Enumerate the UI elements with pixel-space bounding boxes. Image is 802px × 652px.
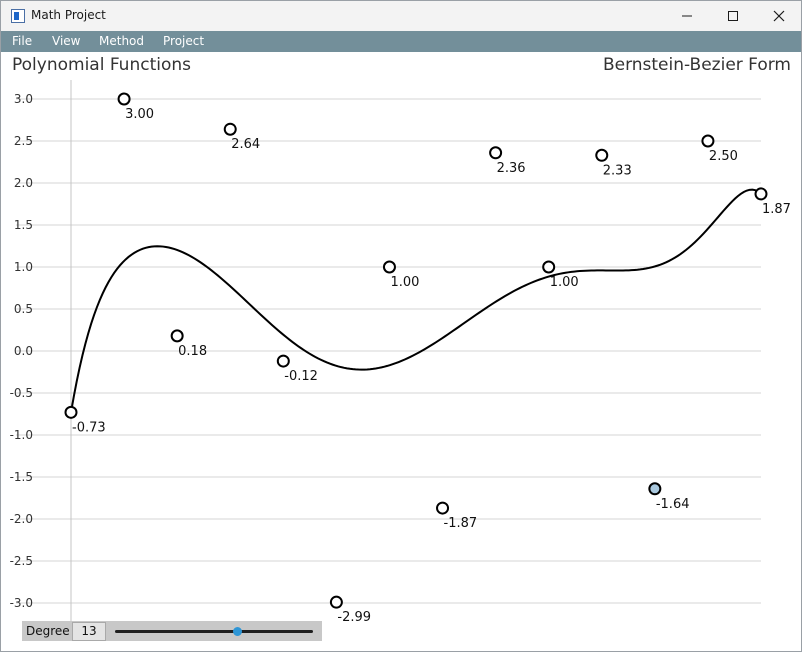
control-point[interactable] — [117, 92, 131, 106]
y-tick-label: 1.0 — [14, 260, 33, 274]
control-point-label: 1.00 — [390, 275, 419, 290]
control-point-label: 3.00 — [125, 107, 154, 122]
close-button[interactable] — [756, 1, 801, 31]
control-point[interactable] — [542, 260, 556, 274]
title-bar[interactable]: Math Project — [1, 1, 801, 31]
maximize-icon — [728, 11, 738, 21]
heading-polynomial-functions: Polynomial Functions — [12, 55, 191, 75]
degree-control: Degree 13 — [22, 621, 322, 641]
control-point-label: -0.73 — [72, 420, 106, 435]
control-points[interactable]: -0.73 3.00 0.18 2.64 -0.12 -2.99 1.00 -1.87 2.36… — [64, 92, 791, 623]
control-point-label: 2.64 — [231, 137, 260, 152]
maximize-button[interactable] — [710, 1, 756, 31]
degree-slider-track[interactable] — [115, 630, 313, 633]
control-point-label: -0.12 — [284, 369, 318, 384]
control-point[interactable] — [223, 122, 237, 136]
y-tick-label: 1.5 — [14, 218, 33, 232]
y-tick-label: 0.5 — [14, 302, 33, 316]
window-title: Math Project — [31, 8, 106, 22]
y-tick-label: 0.0 — [14, 344, 33, 358]
y-tick-label: 2.5 — [14, 134, 33, 148]
menu-method[interactable]: Method — [99, 34, 145, 48]
minimize-button[interactable] — [664, 1, 710, 31]
control-point[interactable] — [489, 146, 503, 160]
control-point[interactable] — [701, 134, 715, 148]
control-point[interactable] — [64, 405, 78, 419]
close-icon — [773, 10, 785, 22]
control-point-label: 1.00 — [550, 275, 579, 290]
control-point-label: 1.87 — [762, 202, 791, 217]
y-tick-label: -0.5 — [10, 386, 33, 400]
control-point[interactable] — [170, 329, 184, 343]
control-point[interactable] — [436, 501, 450, 515]
degree-slider-thumb[interactable] — [233, 627, 243, 636]
control-point-label: -1.87 — [444, 516, 478, 531]
bezier-plot[interactable]: 3.0 2.5 2.0 1.5 1.0 0.5 0.0 -0.5 -1.0 -1.5 -2.0 -2.… — [1, 52, 801, 622]
control-point-label: 2.50 — [709, 149, 738, 164]
y-tick-label: -2.0 — [10, 512, 33, 526]
y-tick-label: -1.5 — [10, 470, 33, 484]
app-icon — [11, 9, 25, 23]
control-point-label: 2.33 — [603, 163, 632, 178]
menu-project[interactable]: Project — [163, 34, 205, 48]
y-tick-label: -1.0 — [10, 428, 33, 442]
y-tick-label: 2.0 — [14, 176, 33, 190]
control-point[interactable] — [754, 187, 768, 201]
control-point-label: 2.36 — [497, 161, 526, 176]
bezier-curve — [70, 188, 762, 413]
control-point-label: -2.99 — [337, 610, 371, 622]
control-point-label: 0.18 — [178, 344, 207, 359]
y-tick-label: 3.0 — [14, 92, 33, 106]
y-tick-label: -3.0 — [10, 596, 33, 610]
control-point[interactable] — [595, 148, 609, 162]
y-tick-label: -2.5 — [10, 554, 33, 568]
grid-lines — [16, 98, 761, 604]
menu-file[interactable]: File — [12, 34, 33, 48]
menu-view[interactable]: View — [52, 34, 81, 48]
menu-bar: File View Method Project — [1, 31, 801, 52]
control-point[interactable] — [276, 354, 290, 368]
control-point-label: -1.64 — [656, 497, 690, 512]
control-point-selected[interactable] — [648, 482, 662, 496]
degree-value-field[interactable]: 13 — [72, 622, 106, 641]
minimize-icon — [682, 15, 692, 17]
control-point[interactable] — [329, 595, 343, 609]
degree-label: Degree — [26, 624, 70, 638]
y-tick-labels: 3.0 2.5 2.0 1.5 1.0 0.5 0.0 -0.5 -1.0 -1.5 -2.0 -2.… — [10, 92, 33, 610]
heading-bernstein-bezier-form: Bernstein-Bezier Form — [602, 55, 791, 75]
control-point[interactable] — [382, 260, 396, 274]
